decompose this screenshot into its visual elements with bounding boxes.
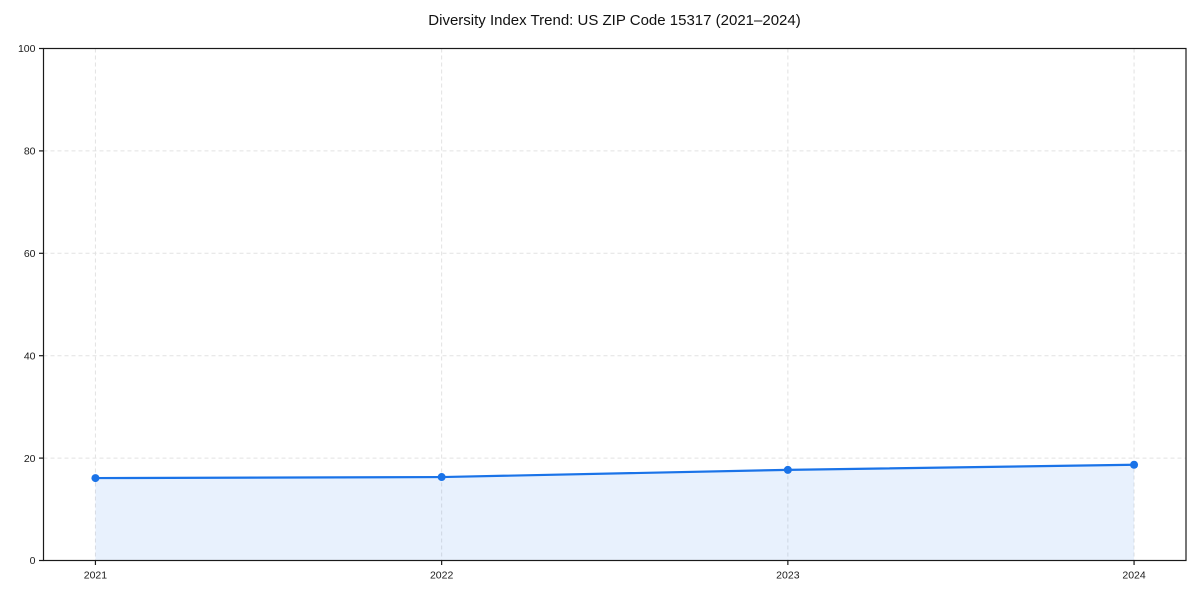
data-point-2023 [783, 465, 792, 474]
y-tick-label: 60 [24, 248, 36, 260]
series-line [94, 463, 1136, 480]
series-area [95, 464, 1135, 561]
x-tick-label: 2022 [430, 570, 454, 582]
data-point-2022 [437, 473, 446, 482]
x-tick-label: 2024 [1122, 570, 1146, 582]
data-point-2024 [1130, 460, 1139, 469]
axes-spines [42, 47, 1187, 562]
y-tick-label: 40 [24, 350, 36, 362]
y-tick-label: 80 [24, 146, 36, 158]
x-tick-label: 2023 [776, 570, 800, 582]
chart-title: Diversity Index Trend: US ZIP Code 15317… [428, 12, 801, 29]
y-tick-label: 20 [24, 453, 36, 465]
x-tick-label: 2021 [84, 570, 108, 582]
y-tick-label: 0 [30, 555, 36, 567]
y-tick-label: 100 [18, 43, 36, 55]
data-point-2021 [91, 474, 100, 483]
